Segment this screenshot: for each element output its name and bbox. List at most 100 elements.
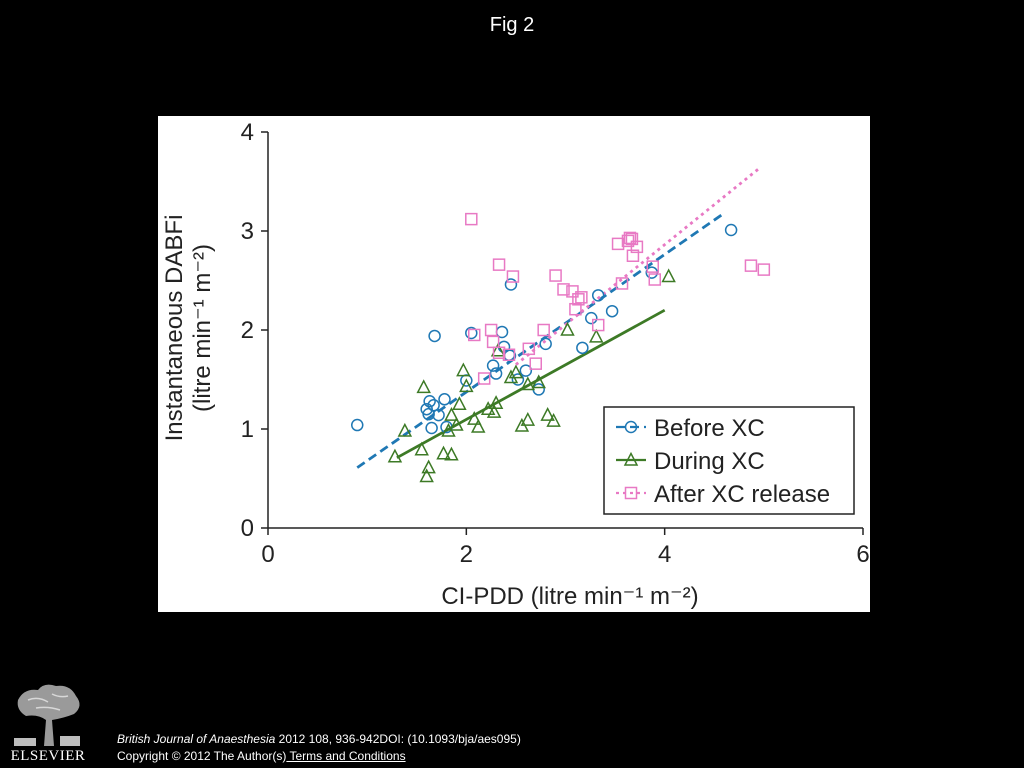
point-circle xyxy=(519,364,533,377)
point-circle xyxy=(489,367,503,380)
fit-line-square xyxy=(515,167,760,366)
point-circle xyxy=(605,304,619,318)
point-triangle xyxy=(589,328,604,343)
point-triangle xyxy=(467,410,482,425)
y-tick-label: 4 xyxy=(241,119,254,146)
figure-panel: 0 2 4 6 0 1 2 3 4 CI-PDD (litre min⁻¹ m⁻²) Insta… xyxy=(158,116,870,612)
point-square xyxy=(744,259,758,272)
point-square xyxy=(549,269,562,282)
point-circle xyxy=(539,337,552,351)
point-circle xyxy=(438,393,451,406)
point-square xyxy=(484,323,498,337)
point-square xyxy=(537,323,550,337)
point-square xyxy=(615,277,629,290)
legend: Before XC During XC After XC release xyxy=(603,406,855,515)
point-square xyxy=(468,328,481,342)
point-triangle xyxy=(452,396,467,410)
point-square xyxy=(572,293,585,306)
point-triangle xyxy=(449,416,464,431)
point-square xyxy=(569,302,582,316)
point-triangle xyxy=(456,362,471,377)
x-tick-label: 6 xyxy=(856,541,869,568)
x-tick-label: 0 xyxy=(261,541,274,568)
point-circle xyxy=(423,395,436,408)
point-triangle xyxy=(546,412,561,427)
point-triangle xyxy=(397,422,413,437)
point-circle xyxy=(591,289,605,302)
y-axis-label-line1: Instantaneous DABFi xyxy=(161,215,188,442)
x-tick-label: 4 xyxy=(658,541,671,568)
point-square xyxy=(611,237,625,251)
point-square xyxy=(757,263,771,276)
x-axis-label: CI-PDD (litre min⁻¹ m⁻²) xyxy=(441,583,698,610)
copyright-text: Copyright © 2012 The Author(s) xyxy=(117,749,287,763)
point-square xyxy=(557,283,570,296)
point-triangle xyxy=(444,446,459,461)
y-tick-label: 2 xyxy=(241,317,254,344)
scatter-chart: 0 2 4 6 0 1 2 3 4 CI-PDD (litre min⁻¹ m⁻²) Insta… xyxy=(161,119,870,610)
point-circle xyxy=(351,418,364,432)
point-triangle xyxy=(520,411,536,426)
point-circle xyxy=(585,311,598,325)
point-square xyxy=(492,346,506,360)
legend-label: Before XC xyxy=(654,415,765,442)
point-circle xyxy=(724,223,738,237)
legend-marker-circle xyxy=(624,420,638,434)
point-triangle xyxy=(444,407,459,421)
point-triangle xyxy=(436,445,451,460)
point-square xyxy=(591,318,605,332)
point-circle xyxy=(511,373,525,386)
fit-line-circle xyxy=(356,212,725,469)
point-square xyxy=(529,357,542,370)
point-triangle xyxy=(520,376,536,391)
point-square xyxy=(506,270,520,283)
point-square xyxy=(630,240,644,254)
point-square xyxy=(575,291,588,304)
legend-marker-triangle xyxy=(623,451,639,466)
point-circle xyxy=(532,383,545,396)
point-square xyxy=(465,212,478,226)
slide-title: Fig 2 xyxy=(489,14,535,36)
point-circle xyxy=(486,359,500,372)
point-triangle xyxy=(661,268,676,283)
point-square xyxy=(648,273,661,286)
y-tick-label: 0 xyxy=(241,515,254,542)
logo-wordmark: ELSEVIER xyxy=(10,748,86,764)
point-triangle xyxy=(419,468,434,483)
point-triangle xyxy=(459,378,474,393)
point-square xyxy=(477,372,491,385)
point-square xyxy=(646,260,660,273)
point-circle xyxy=(425,421,438,435)
point-triangle xyxy=(486,404,502,418)
elsevier-logo[interactable]: ELSEVIER xyxy=(8,680,88,764)
point-triangle xyxy=(490,342,506,357)
point-square xyxy=(502,348,516,361)
legend-label: After XC release xyxy=(654,481,830,508)
y-tick-label: 1 xyxy=(241,416,254,443)
y-axis-label-line2: (litre min⁻¹ m⁻²) xyxy=(189,244,216,412)
point-triangle xyxy=(540,407,555,421)
legend-label: During XC xyxy=(654,448,765,475)
point-triangle xyxy=(531,374,546,389)
point-square xyxy=(522,342,536,356)
x-tick-label: 2 xyxy=(460,541,473,568)
point-circle xyxy=(428,329,441,343)
point-triangle xyxy=(414,441,429,456)
point-triangle xyxy=(387,448,403,463)
terms-link[interactable]: Terms and Conditions xyxy=(286,749,406,763)
point-triangle xyxy=(421,459,436,474)
data-points xyxy=(351,212,771,483)
point-square xyxy=(492,258,506,271)
point-circle xyxy=(576,341,589,355)
point-triangle xyxy=(503,369,519,384)
citation: British Journal of Anaesthesia 2012 108,… xyxy=(117,731,521,765)
y-tick-label: 3 xyxy=(241,218,254,245)
point-triangle xyxy=(488,395,504,410)
point-circle xyxy=(427,398,440,412)
journal-name: British Journal of Anaesthesia xyxy=(117,732,276,746)
axes: 0 2 4 6 0 1 2 3 4 xyxy=(241,119,870,568)
point-circle xyxy=(504,278,518,291)
tree-logo-icon xyxy=(8,680,88,748)
citation-details: 2012 108, 936-942DOI: (10.1093/bja/aes09… xyxy=(275,732,521,746)
point-circle xyxy=(465,326,478,340)
